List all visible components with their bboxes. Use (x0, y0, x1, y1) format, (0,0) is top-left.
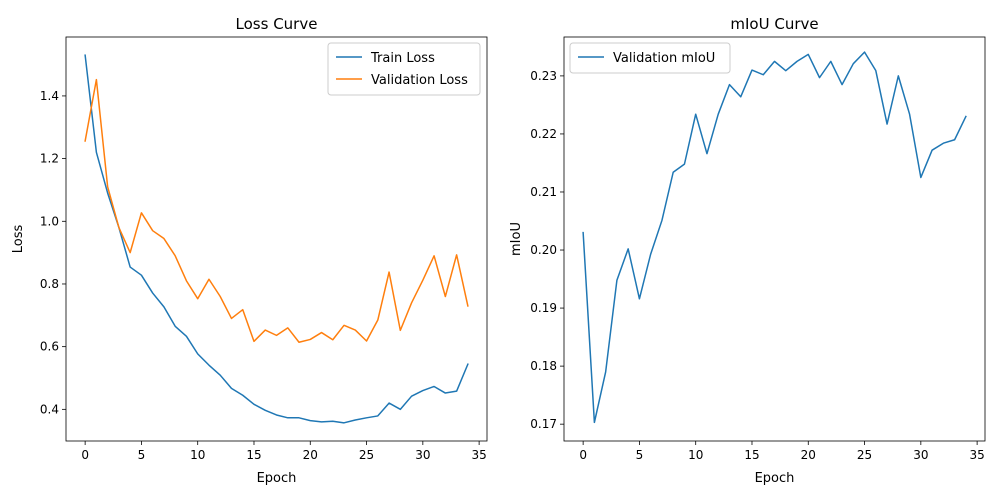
y-tick-label: 0.17 (530, 417, 557, 431)
x-tick-label: 25 (857, 448, 872, 462)
y-tick-label: 0.6 (40, 340, 59, 354)
y-tick-label: 1.2 (40, 152, 59, 166)
legend-box (569, 42, 731, 74)
y-tick-label: 0.22 (530, 127, 557, 141)
axes-frame (563, 36, 986, 442)
x-axis-label: Epoch (257, 471, 297, 486)
loss-chart: 0 5 10 15 20 25 30 35 0.4 0.6 0.8 1.0 1.2 1.4 Loss Cur… (11, 15, 488, 486)
y-axis-label: mIoU (509, 222, 524, 256)
x-tick-label: 20 (801, 448, 816, 462)
x-tick-label: 30 (415, 448, 430, 462)
legend-label: Validation mIoU (613, 51, 715, 66)
y-tick-label: 0.23 (530, 69, 557, 83)
x-axis-label: Epoch (755, 471, 795, 486)
axes-frame (65, 36, 488, 442)
legend-label: Train Loss (370, 51, 435, 66)
y-tick-label: 1.4 (40, 89, 59, 103)
miou-chart: 0 5 10 15 20 25 30 35 0.17 0.18 0.19 0.20 0.21 0.22 0.… (509, 15, 986, 486)
series-line-validation-miou (582, 51, 967, 424)
series-line-validation-loss (84, 78, 469, 344)
x-tick-label: 35 (969, 448, 984, 462)
legend-box (327, 42, 481, 96)
x-tick-label: 10 (688, 448, 703, 462)
y-tick-label: 0.8 (40, 277, 59, 291)
x-tick-label: 5 (138, 448, 146, 462)
x-tick-label: 25 (359, 448, 374, 462)
legend: Train Loss Validation Loss (327, 42, 481, 96)
legend: Validation mIoU (569, 42, 731, 74)
y-tick-label: 0.20 (530, 243, 557, 257)
y-tick-label: 0.21 (530, 185, 557, 199)
x-tick-label: 20 (303, 448, 318, 462)
y-tick-label: 1.0 (40, 214, 59, 228)
x-tick-label: 0 (81, 448, 89, 462)
y-axis-label: Loss (11, 225, 26, 254)
x-tick-label: 10 (190, 448, 205, 462)
y-tick-label: 0.19 (530, 301, 557, 315)
x-tick-label: 15 (744, 448, 759, 462)
x-tick-label: 0 (579, 448, 587, 462)
series-line-train-loss (84, 54, 469, 424)
x-tick-label: 15 (246, 448, 261, 462)
chart-title: mIoU Curve (730, 15, 818, 33)
y-tick-label: 0.4 (40, 402, 59, 416)
x-tick-label: 35 (471, 448, 486, 462)
x-tick-label: 30 (913, 448, 928, 462)
legend-label: Validation Loss (371, 73, 468, 88)
chart-title: Loss Curve (236, 15, 318, 33)
y-tick-label: 0.18 (530, 359, 557, 373)
x-tick-label: 5 (636, 448, 644, 462)
